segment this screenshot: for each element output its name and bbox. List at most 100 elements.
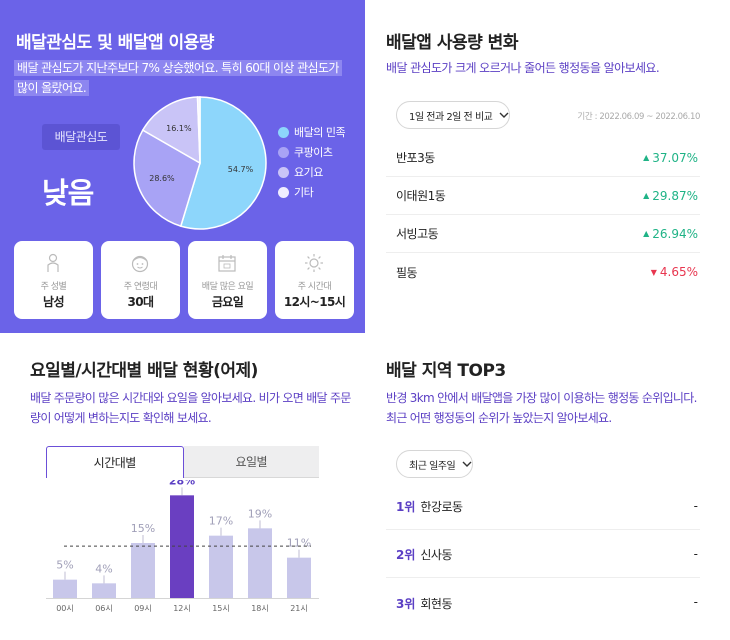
rank-number: 2위	[396, 548, 416, 562]
interest-level: 낮음	[42, 176, 94, 210]
compare-dropdown[interactable]: 1일 전과 2일 전 비교	[396, 101, 511, 129]
bar	[92, 583, 116, 598]
x-tick-label: 00시	[56, 604, 74, 613]
usage-change-row[interactable]: 반포3동 ▲ 37.07%	[386, 139, 700, 177]
bar-value-label: 15%	[131, 522, 155, 535]
summary-card-label: 주 성별	[40, 282, 67, 292]
summary-card-label: 배달 많은 요일	[201, 282, 254, 292]
district-name: 필동	[396, 265, 418, 280]
rank-value: -	[693, 546, 698, 561]
range-dropdown-label: 최근 일주일	[409, 460, 456, 472]
top3-left: 2위 신사동	[396, 544, 453, 563]
bar-value-label: 11%	[287, 537, 311, 550]
summary-card-value: 금요일	[211, 295, 244, 309]
tab-by-hour[interactable]: 시간대별	[46, 446, 184, 478]
change-percent: 26.94%	[652, 226, 698, 241]
rank-number: 1위	[396, 500, 416, 514]
usage-change-row[interactable]: 이태원1동 ▲ 29.87%	[386, 177, 700, 215]
top3-subtitle: 반경 3km 안에서 배달앱을 가장 많이 이용하는 행정동 순위입니다. 최근…	[386, 391, 697, 425]
calendar-icon	[218, 255, 236, 272]
legend-dot	[278, 146, 289, 158]
interest-panel: 배달관심도 및 배달앱 이용량 배달 관심도가 지난주보다 7% 상승했어요. …	[0, 0, 365, 333]
compare-dropdown-label: 1일 전과 2일 전 비교	[409, 111, 493, 123]
interest-title: 배달관심도 및 배달앱 이용량	[16, 33, 214, 53]
legend-dot	[278, 166, 289, 178]
pie-slice	[141, 96, 201, 165]
time-title: 요일별/시간대별 배달 현황(어제)	[30, 361, 258, 381]
summary-card-value: 12시~15시	[283, 295, 346, 309]
bar-value-label: 28%	[169, 480, 195, 487]
usage-change-row[interactable]: 서빙고동 ▲ 26.94%	[386, 215, 700, 253]
bar-value-label: 19%	[248, 507, 272, 520]
rank-number: 3위	[396, 596, 416, 611]
top3-row[interactable]: 2위 신사동 -	[386, 530, 700, 578]
change-value: ▲ 29.87%	[643, 189, 698, 203]
pie-slice-label: 28.6%	[149, 174, 175, 183]
hourly-bar-chart: 5% 00시 4% 06시 15% 09시 28% 12시 17% 15시 19% 18시 11% 21시	[46, 480, 319, 613]
face-icon	[131, 255, 149, 273]
pie-slice-label: 54.7%	[228, 165, 254, 174]
chevron-down-icon	[462, 461, 472, 467]
usage-change-title: 배달앱 사용량 변화	[386, 33, 518, 53]
time-subtitle: 배달 주문량이 많은 시간대와 요일을 알아보세요. 비가 오면 배달 주문량이…	[30, 391, 351, 425]
range-dropdown[interactable]: 최근 일주일	[396, 450, 474, 478]
app-share-pie-chart: 54.7% 28.6% 16.1%	[133, 96, 267, 230]
tab-by-weekday[interactable]: 요일별	[183, 446, 319, 478]
x-tick-label: 15시	[212, 604, 230, 613]
triangle-up-icon: ▲	[643, 191, 650, 200]
usage-change-subtitle: 배달 관심도가 크게 오르거나 줄어든 행정동을 알아보세요.	[386, 61, 660, 75]
legend-dot	[278, 126, 289, 138]
x-tick-label: 18시	[251, 604, 269, 613]
top3-title: 배달 지역 TOP3	[386, 361, 506, 381]
district-name: 반포3동	[396, 151, 435, 165]
usage-change-row[interactable]: 필동 ▼ 4.65%	[386, 253, 700, 291]
interest-badge: 배달관심도	[42, 124, 120, 150]
triangle-up-icon: ▲	[643, 153, 650, 162]
bar-value-label: 4%	[95, 562, 112, 575]
bar	[287, 557, 311, 598]
bar-value-label: 5%	[56, 559, 73, 572]
period-text: 기간 : 2022.06.09 ~ 2022.06.10	[577, 112, 700, 122]
summary-card-value: 30대	[127, 295, 155, 309]
chevron-down-icon	[499, 112, 509, 118]
bar	[248, 528, 272, 598]
top3-row[interactable]: 3위 회현동 -	[386, 578, 700, 626]
legend-label: 기타	[294, 186, 314, 199]
top3-left: 1위 한강로동	[396, 496, 463, 515]
summary-card-value: 남성	[43, 295, 64, 309]
top3-row[interactable]: 1위 한강로동 -	[386, 482, 700, 530]
summary-cards: 주 성별 남성 주 연령대 30대 배달 많은 요일 금요일 주 시간대 12시~15시	[14, 241, 354, 319]
top3-list: 1위 한강로동 - 2위 신사동 - 3위 회현동 -	[386, 482, 700, 626]
summary-card: 주 시간대 12시~15시	[275, 241, 354, 319]
pie-slice-label: 16.1%	[166, 124, 192, 133]
summary-card-label: 주 시간대	[297, 282, 332, 292]
x-tick-label: 12시	[173, 604, 191, 613]
rank-value: -	[693, 498, 698, 513]
person-icon	[47, 253, 59, 272]
legend-item: 배달의 민족	[278, 122, 346, 142]
legend-label: 요기요	[294, 166, 323, 179]
bar	[170, 495, 194, 598]
change-percent: 4.65%	[659, 265, 698, 279]
pie-slice	[179, 96, 267, 230]
triangle-down-icon: ▼	[650, 267, 657, 277]
legend-item: 요기요	[278, 162, 345, 182]
district-name: 서빙고동	[396, 227, 439, 241]
x-tick-label: 21시	[290, 604, 308, 613]
time-tabs: 시간대별 요일별	[46, 446, 319, 478]
legend-label: 쿠팡이츠	[294, 146, 333, 159]
change-value: ▲ 37.07%	[643, 151, 698, 165]
legend-item: 기타	[278, 182, 345, 202]
sun-icon	[305, 254, 323, 272]
district-name: 신사동	[420, 548, 453, 562]
summary-card-label: 주 연령대	[123, 282, 158, 292]
change-value: ▲ 26.94%	[643, 227, 698, 241]
summary-card: 주 연령대 30대	[101, 241, 180, 319]
x-tick-label: 09시	[134, 604, 152, 613]
triangle-up-icon: ▲	[643, 229, 650, 238]
bar	[209, 535, 233, 598]
interest-subtitle-text: 배달 관심도가 지난주보다 7% 상승했어요. 특히 60대 이상 관심도가 많…	[14, 60, 342, 96]
